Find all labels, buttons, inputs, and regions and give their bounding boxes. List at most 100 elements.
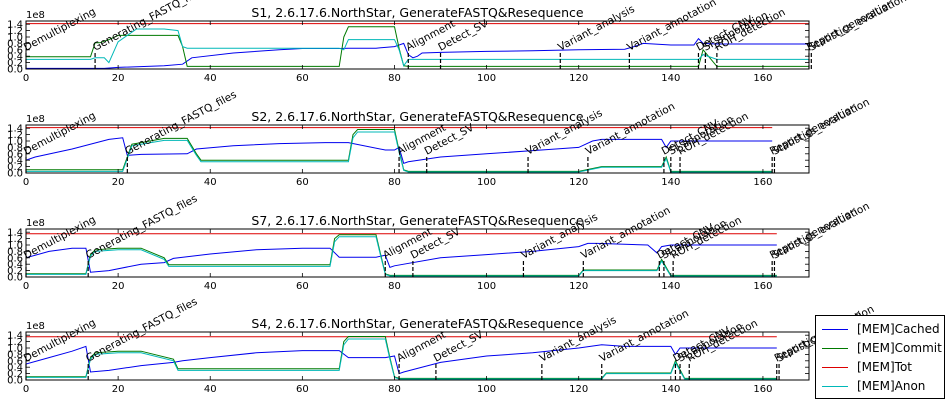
x-tick-label: 20 — [112, 281, 125, 292]
x-tick-label: 40 — [204, 281, 217, 292]
y-tick-label: 1.0 — [7, 137, 23, 148]
series-line-mem-anon — [26, 236, 777, 277]
x-tick-label: 80 — [388, 281, 401, 292]
x-tick-label: 160 — [753, 281, 772, 292]
y-multiplier: 1e8 — [26, 321, 45, 332]
x-tick-label: 40 — [204, 384, 217, 395]
y-tick-label: 0.6 — [7, 45, 23, 56]
x-tick-label: 60 — [296, 73, 309, 84]
x-tick-label: 160 — [753, 177, 772, 188]
y-tick-label: 0.4 — [7, 363, 23, 374]
x-tick-label: 40 — [204, 177, 217, 188]
annotation-generating-fastq-files: Generating_FASTQ_files — [84, 296, 199, 365]
subplot-2: S2, 2.6.17.6.NorthStar, GenerateFASTQ&Re… — [7, 89, 872, 188]
annotation-generating-fastq-files: Generating_FASTQ_files — [84, 193, 199, 262]
series-group — [26, 23, 809, 69]
subplot-3: S7, 2.6.17.6.NorthStar, GenerateFASTQ&Re… — [7, 193, 872, 292]
x-tick-label: 60 — [296, 384, 309, 395]
series-line-mem-commit — [26, 336, 777, 379]
legend-swatch-anon — [822, 385, 848, 387]
y-tick-label: 1.4 — [7, 124, 23, 135]
x-tick-label: 60 — [296, 177, 309, 188]
y-tick-label: 1.2 — [7, 337, 23, 348]
legend: [MEM]Cached [MEM]Commit [MEM]Tot [MEM]An… — [815, 315, 945, 399]
x-tick-label: 120 — [569, 281, 588, 292]
series-line-mem-cached — [26, 344, 777, 375]
y-tick-label: 0.2 — [7, 266, 23, 277]
annotation-statistics-evaluation: Statistics_evaluation — [770, 96, 871, 158]
chart-title: S2, 2.6.17.6.NorthStar, GenerateFASTQ&Re… — [251, 109, 584, 124]
y-tick-label: 1.2 — [7, 234, 23, 245]
legend-item-anon: [MEM]Anon — [822, 377, 925, 395]
y-tick-label: 0.2 — [7, 162, 23, 173]
subplot-4: S4, 2.6.17.6.NorthStar, GenerateFASTQ&Re… — [7, 296, 876, 395]
y-tick-label: 0.8 — [7, 39, 23, 50]
x-tick-label: 0 — [23, 177, 29, 188]
y-tick-label: 1.0 — [7, 241, 23, 252]
x-tick-label: 100 — [477, 73, 496, 84]
x-tick-label: 160 — [753, 73, 772, 84]
x-tick-label: 40 — [204, 73, 217, 84]
y-tick-label: 0.8 — [7, 143, 23, 154]
x-tick-label: 20 — [112, 177, 125, 188]
x-tick-label: 100 — [477, 384, 496, 395]
series-line-mem-anon — [26, 28, 809, 67]
y-tick-label: 1.0 — [7, 344, 23, 355]
y-tick-label: 0.0 — [7, 65, 23, 76]
plot-frame — [25, 228, 810, 278]
series-line-mem-cached — [26, 137, 773, 165]
series-line-mem-anon — [26, 131, 773, 173]
series-line-mem-anon — [26, 338, 777, 380]
series-group — [26, 336, 777, 380]
y-tick-label: 0.0 — [7, 273, 23, 284]
chart-title: S4, 2.6.17.6.NorthStar, GenerateFASTQ&Re… — [251, 316, 584, 331]
y-tick-label: 0.0 — [7, 169, 23, 180]
annotation-statistics-evaluation: Statistics_evaluation — [770, 200, 871, 262]
series-group — [26, 233, 777, 277]
series-line-mem-commit — [26, 26, 809, 67]
subplot-1: S1, 2.6.17.6.NorthStar, GenerateFASTQ&Re… — [7, 0, 908, 84]
plot-frame — [25, 331, 810, 381]
y-tick-label: 1.2 — [7, 26, 23, 37]
x-tick-label: 60 — [296, 281, 309, 292]
plot-frame — [25, 124, 810, 174]
x-tick-label: 80 — [388, 73, 401, 84]
series-line-mem-commit — [26, 234, 777, 276]
x-tick-label: 140 — [661, 281, 680, 292]
x-tick-label: 120 — [569, 177, 588, 188]
x-tick-label: 120 — [569, 73, 588, 84]
legend-item-commit: [MEM]Commit — [822, 339, 942, 357]
y-tick-label: 0.8 — [7, 350, 23, 361]
chart-title: S7, 2.6.17.6.NorthStar, GenerateFASTQ&Re… — [251, 213, 584, 228]
legend-swatch-cached — [822, 328, 848, 330]
y-tick-label: 0.2 — [7, 58, 23, 69]
legend-swatch-commit — [822, 347, 848, 349]
x-tick-label: 0 — [23, 384, 29, 395]
legend-label-tot: [MEM]Tot — [857, 360, 912, 374]
y-tick-label: 0.6 — [7, 253, 23, 264]
x-tick-label: 100 — [477, 177, 496, 188]
x-tick-label: 20 — [112, 384, 125, 395]
x-tick-label: 20 — [112, 73, 125, 84]
y-multiplier: 1e8 — [26, 114, 45, 125]
x-tick-label: 0 — [23, 73, 29, 84]
annotation-statistics-evaluation: Statistics_evaluation — [807, 0, 908, 54]
series-line-mem-cached — [26, 37, 809, 69]
plot-frame — [25, 20, 810, 70]
chart-title: S1, 2.6.17.6.NorthStar, GenerateFASTQ&Re… — [251, 5, 584, 20]
legend-label-cached: [MEM]Cached — [857, 322, 940, 336]
x-tick-label: 140 — [661, 73, 680, 84]
y-tick-label: 0.0 — [7, 376, 23, 387]
annotation-generating-fastq-files: Generating_FASTQ_files — [91, 0, 206, 54]
x-tick-label: 160 — [753, 384, 772, 395]
legend-label-commit: [MEM]Commit — [857, 341, 942, 355]
y-tick-label: 0.4 — [7, 52, 23, 63]
x-tick-label: 120 — [569, 384, 588, 395]
y-tick-label: 1.0 — [7, 33, 23, 44]
x-tick-label: 140 — [661, 177, 680, 188]
y-tick-label: 1.4 — [7, 331, 23, 342]
y-tick-label: 1.4 — [7, 20, 23, 31]
y-tick-label: 0.4 — [7, 260, 23, 271]
y-tick-label: 0.2 — [7, 369, 23, 380]
